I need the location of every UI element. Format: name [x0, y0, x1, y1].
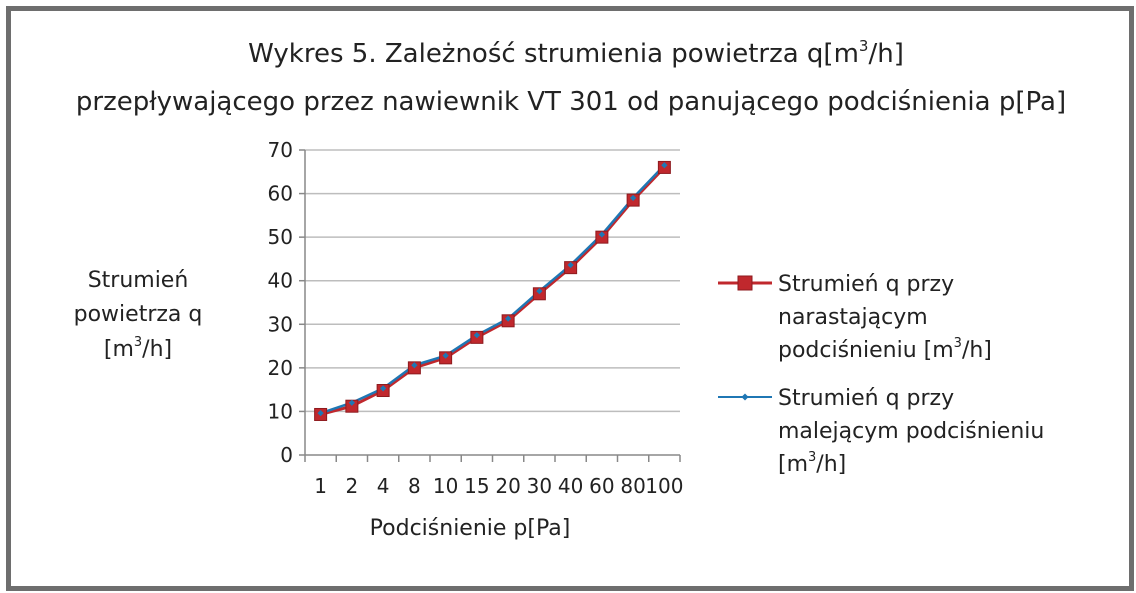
x-tick-label: 10	[433, 474, 458, 498]
x-tick-label: 8	[408, 474, 421, 498]
x-tick-label: 80	[620, 474, 645, 498]
y-axis-label-line3: [m3/h]	[104, 335, 172, 362]
series-1-line	[320, 166, 666, 416]
y-tick-label: 20	[268, 356, 293, 380]
chart-frame	[6, 6, 1134, 591]
x-tick-label: 2	[346, 474, 359, 498]
series-2-point	[567, 261, 574, 269]
y-tick-label: 10	[268, 399, 293, 423]
y-tick-label: 40	[268, 269, 293, 293]
x-tick-label: 15	[464, 474, 489, 498]
series-2-point	[473, 332, 480, 339]
legend-series-1-label-line2: narastającym	[778, 305, 928, 330]
x-axis-label: Podciśnienie p[Pa]	[370, 516, 571, 541]
y-tick-label: 30	[268, 312, 293, 336]
y-ticks: 0 10 20 30 40 50 60 70	[268, 138, 293, 467]
x-tick-label: 1	[314, 474, 327, 498]
x-tick-label: 20	[495, 474, 520, 498]
plot-area	[314, 160, 671, 421]
legend: Strumień q przy narastającym podciśnieni…	[718, 272, 1044, 477]
series-2-point	[348, 399, 355, 406]
legend-series-2-label-line2: malejącym podciśnieniu	[778, 419, 1044, 444]
series-2-point	[380, 385, 387, 392]
legend-series-2-label-line1: Strumień q przy	[778, 386, 954, 411]
x-ticks: 1 2 4 8 10 15 20 30 40 60 80 100	[314, 474, 683, 498]
legend-series-1-label-line3: podciśnieniu [m3/h]	[778, 336, 992, 363]
y-tick-label: 0	[280, 443, 293, 467]
axes	[299, 149, 681, 462]
legend-series-2-label-line3: [m3/h]	[778, 450, 846, 477]
legend-series-2-marker	[741, 393, 749, 401]
series-2-point	[442, 352, 449, 359]
x-tick-label: 100	[645, 474, 683, 498]
x-tick-label: 4	[377, 474, 390, 498]
grid	[305, 149, 680, 413]
x-tick-label: 60	[589, 474, 614, 498]
x-tick-label: 40	[558, 474, 583, 498]
chart-title-line1: Wykres 5. Zależność strumienia powietrza…	[248, 37, 904, 69]
y-tick-label: 50	[268, 225, 293, 249]
y-tick-label: 70	[268, 138, 293, 162]
legend-series-1-marker	[737, 275, 753, 291]
chart-title-line2: przepływającego przez nawiewnik VT 301 o…	[76, 87, 1066, 117]
series-2-point	[536, 288, 543, 295]
series-2-point	[411, 362, 418, 369]
series-2-point	[505, 315, 512, 322]
y-axis-label-line2: powietrza q	[74, 302, 203, 327]
series-2-line	[320, 164, 666, 415]
legend-series-1-label-line1: Strumień q przy	[778, 272, 954, 297]
x-tick-label: 30	[527, 474, 552, 498]
series-2-point	[317, 410, 324, 417]
y-axis-label-line1: Strumień	[88, 268, 189, 293]
y-tick-label: 60	[268, 182, 293, 206]
